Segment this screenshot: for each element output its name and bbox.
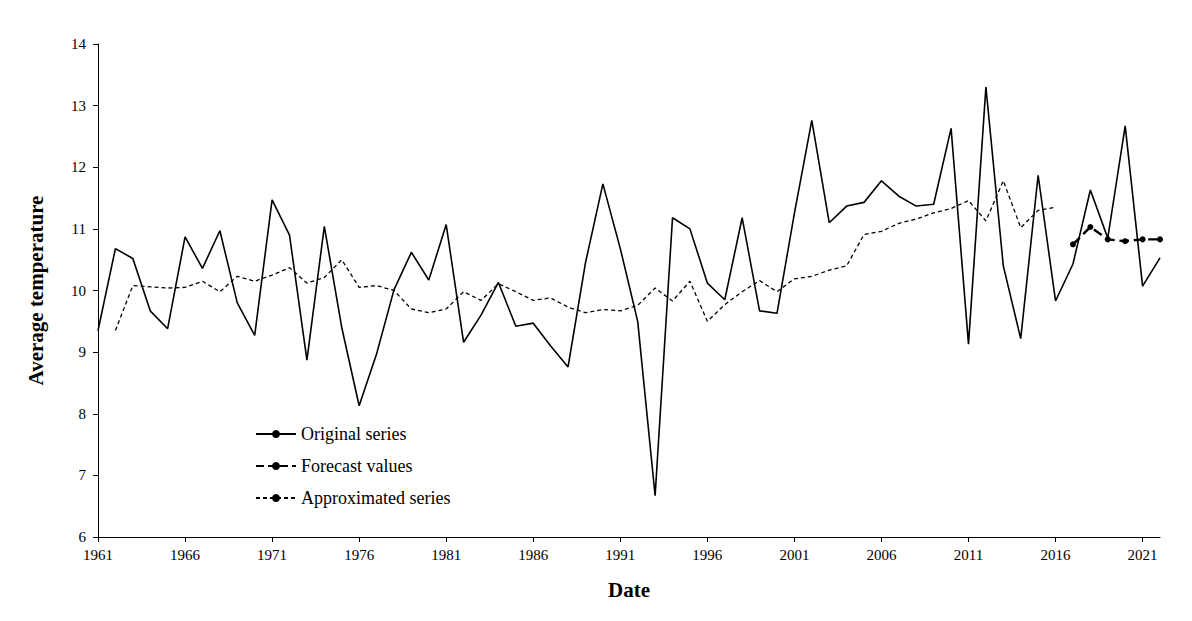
svg-text:9: 9 [79, 344, 87, 360]
svg-text:11: 11 [72, 221, 86, 237]
svg-text:1971: 1971 [257, 547, 287, 563]
svg-text:Forecast values: Forecast values [301, 456, 412, 476]
svg-text:1986: 1986 [518, 547, 549, 563]
svg-text:13: 13 [71, 98, 86, 114]
svg-text:14: 14 [71, 36, 87, 52]
svg-text:1961: 1961 [83, 547, 113, 563]
svg-text:10: 10 [71, 283, 86, 299]
svg-text:Date: Date [608, 578, 650, 602]
svg-text:1976: 1976 [344, 547, 375, 563]
svg-text:2011: 2011 [954, 547, 983, 563]
svg-text:2001: 2001 [779, 547, 809, 563]
svg-text:2021: 2021 [1128, 547, 1158, 563]
svg-text:6: 6 [79, 529, 87, 545]
svg-text:1996: 1996 [692, 547, 723, 563]
svg-text:8: 8 [79, 406, 87, 422]
svg-text:1991: 1991 [605, 547, 635, 563]
svg-text:Average temperature: Average temperature [24, 196, 48, 386]
svg-text:12: 12 [71, 159, 86, 175]
svg-text:7: 7 [79, 467, 87, 483]
svg-text:1966: 1966 [170, 547, 201, 563]
svg-text:1981: 1981 [431, 547, 461, 563]
svg-text:2016: 2016 [1041, 547, 1072, 563]
svg-text:2006: 2006 [866, 547, 897, 563]
svg-text:Approximated series: Approximated series [301, 488, 450, 508]
svg-text:Original series: Original series [301, 424, 406, 444]
